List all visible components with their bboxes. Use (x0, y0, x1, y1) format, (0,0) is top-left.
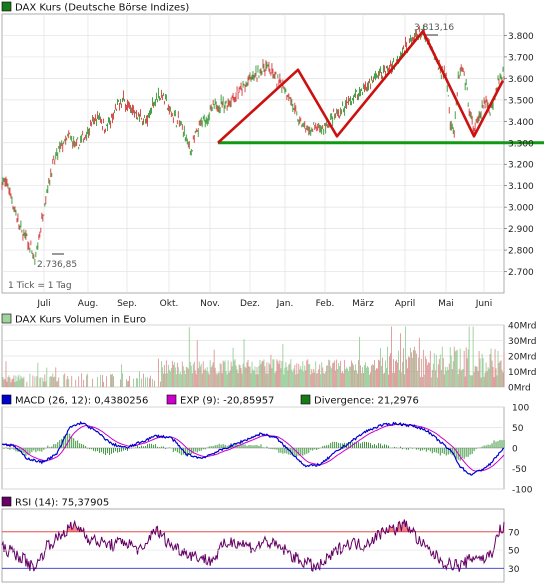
volume-bars (1, 326, 505, 387)
price-x-tick-label: Jan. (276, 299, 294, 309)
macd-y-tick-label: 50 (512, 424, 524, 434)
low-annotation: 2.736,85 (37, 260, 77, 270)
volume-y-axis: 40Mrd 30Mrd 20Mrd 10Mrd 0Mrd (508, 322, 536, 394)
price-y-tick-label: 3.700 (508, 53, 534, 63)
price-y-tick-label: 3.200 (508, 161, 534, 171)
price-x-axis: Juli Aug. Sep. Okt. Nov. Dez. Jan. Feb. März Apri… (36, 299, 492, 309)
volume-y-tick-label: 10Mrd (508, 368, 536, 378)
divergence-legend-label: Divergence: 21,2976 (314, 396, 419, 407)
macd-y-tick-label: 0 (512, 445, 518, 455)
price-y-tick-label: 2.700 (508, 268, 534, 278)
trend-line (217, 29, 505, 144)
price-x-tick-label: März (352, 299, 374, 309)
volume-y-tick-label: 40Mrd (508, 322, 536, 332)
tick-note: 1 Tick = 1 Tag (8, 281, 72, 291)
macd-line (1, 420, 505, 476)
price-x-tick-label: Feb. (316, 299, 335, 309)
volume-y-tick-label: 0Mrd (508, 384, 531, 394)
price-x-tick-label: Juni (475, 299, 493, 309)
exp-legend-swatch (166, 394, 177, 405)
rsi-y-tick-label: 30 (508, 565, 520, 575)
price-y-tick-label: 3.600 (508, 75, 534, 85)
volume-y-tick-label: 30Mrd (508, 337, 536, 347)
price-y-tick-label: 3.000 (508, 204, 534, 214)
price-x-tick-label: Dez. (240, 299, 260, 309)
exp-line (1, 423, 505, 472)
price-y-tick-label: 3.800 (508, 32, 534, 42)
volume-title: DAX Kurs Volumen in Euro (15, 315, 146, 326)
macd-y-tick-label: -100 (512, 486, 533, 496)
price-x-tick-label: Mai (438, 299, 454, 309)
price-x-tick-label: Sep. (117, 299, 137, 309)
price-y-tick-label: 3.400 (508, 118, 534, 128)
volume-legend-swatch (1, 313, 12, 324)
rsi-y-axis: 70 50 30 (2, 528, 520, 575)
price-y-tick-label: 3.100 (508, 182, 534, 192)
price-title: DAX Kurs (Deutsche Börse Indizes) (15, 3, 189, 14)
price-y-tick-label: 2.800 (508, 247, 534, 257)
price-x-tick-label: Aug. (78, 299, 98, 309)
price-y-tick-label: 2.900 (508, 225, 534, 235)
price-x-tick-label: Juli (36, 299, 50, 309)
macd-y-axis: 100 50 0 -50 -100 (512, 404, 533, 496)
macd-y-tick-label: 100 (512, 404, 529, 414)
divergence-legend-swatch (300, 394, 311, 405)
rsi-plot-frame (1, 508, 505, 583)
price-panel: DAX Kurs (Deutsche Börse Indizes) 3.8003… (1, 1, 544, 309)
rsi-legend-swatch (1, 496, 12, 507)
macd-y-tick-label: -50 (512, 465, 527, 475)
high-annotation: 3.813,16 (414, 23, 454, 33)
rsi-panel: RSI (14): 75,37905 70 50 30 (1, 496, 520, 583)
rsi-y-tick-label: 50 (508, 547, 520, 557)
volume-panel: DAX Kurs Volumen in Euro 40Mrd 30Mrd 20Mrd… (1, 313, 536, 394)
exp-legend-label: EXP (9): -20,85957 (180, 396, 274, 407)
price-x-tick-label: April (395, 299, 416, 309)
volume-y-tick-label: 20Mrd (508, 353, 536, 363)
price-y-tick-label: 3.500 (508, 96, 534, 106)
price-grid (2, 14, 504, 293)
rsi-y-tick-label: 70 (508, 528, 520, 538)
price-y-tick-label: 3.300 (508, 139, 534, 149)
price-y-axis: 3.800 3.700 3.600 3.500 3.400 3.300 3.200 3.100… (504, 32, 534, 278)
price-legend-swatch (1, 1, 12, 12)
rsi-legend-label: RSI (14): 75,37905 (15, 498, 109, 509)
macd-legend-swatch (1, 394, 12, 405)
price-x-tick-label: Okt. (160, 299, 179, 309)
macd-legend-label: MACD (26, 12): 0,4380256 (15, 396, 148, 407)
rsi-line (1, 519, 505, 572)
price-plot-frame (1, 13, 505, 294)
price-x-tick-label: Nov. (200, 299, 220, 309)
macd-panel: MACD (26, 12): 0,4380256 EXP (9): -20,85… (1, 394, 533, 496)
